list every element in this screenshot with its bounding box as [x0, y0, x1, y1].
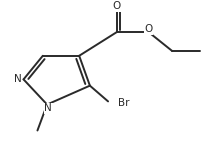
Text: O: O [113, 1, 121, 11]
Text: Br: Br [118, 98, 129, 108]
Text: O: O [145, 24, 153, 34]
Text: N: N [14, 74, 21, 84]
Text: N: N [44, 103, 52, 113]
